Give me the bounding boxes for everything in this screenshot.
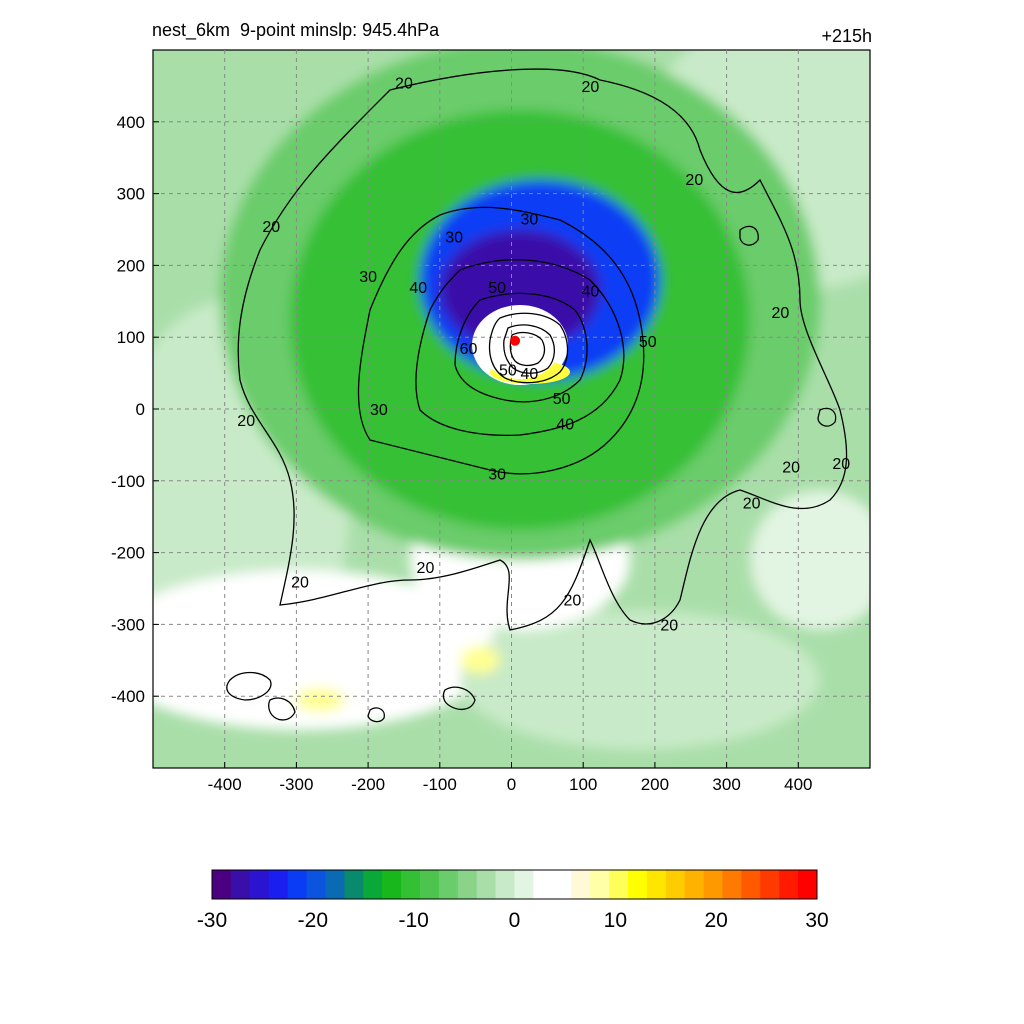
- contour-label: 30: [521, 212, 539, 229]
- x-tick-label: 300: [712, 775, 740, 794]
- contour-label: 20: [237, 413, 255, 430]
- colorbar-swatch: [533, 870, 553, 899]
- colorbar-tick-label: 10: [604, 909, 627, 932]
- colorbar-swatch: [665, 870, 686, 899]
- y-tick-label: 100: [117, 328, 145, 347]
- x-tick-label: -400: [208, 775, 242, 794]
- y-tick-label: -100: [111, 472, 145, 491]
- contour-label: 40: [581, 284, 599, 301]
- colorbar-swatch: [703, 870, 723, 899]
- colorbar-swatch: [419, 870, 440, 899]
- colorbar-swatch: [363, 870, 383, 899]
- colorbar-swatch: [457, 870, 478, 899]
- colorbar-swatch: [514, 870, 534, 899]
- contour-label: 50: [639, 334, 657, 351]
- colorbar-swatch: [552, 870, 572, 899]
- colorbar-tick-label: 20: [704, 909, 727, 932]
- colorbar-swatch: [476, 870, 497, 899]
- colorbar-swatch: [306, 870, 326, 899]
- contour-label: 20: [832, 456, 850, 473]
- storm-center-marker: [510, 335, 521, 346]
- colorbar-swatch: [230, 870, 251, 899]
- contour-label: 20: [660, 617, 678, 634]
- colorbar-tick-label: -20: [298, 909, 328, 932]
- plot-title: nest_6km 9-point minslp: 945.4hPa: [152, 20, 440, 40]
- x-tick-label: 0: [507, 775, 516, 794]
- colorbar-swatch: [627, 870, 648, 899]
- contour-lines: [226, 68, 848, 723]
- colorbar-swatch: [325, 870, 345, 899]
- y-tick-label: -300: [111, 615, 145, 634]
- colorbar-swatch: [382, 870, 402, 899]
- x-tick-label: -300: [279, 775, 313, 794]
- y-tick-label: 300: [117, 185, 145, 204]
- wind-field-shading: [153, 50, 870, 768]
- colorbar-swatch: [741, 870, 761, 899]
- contour-label: 30: [359, 269, 377, 286]
- contour-label: 40: [409, 280, 427, 297]
- colorbar-swatch: [722, 870, 742, 899]
- x-tick-label: -100: [423, 775, 457, 794]
- colorbar-swatch: [268, 870, 289, 899]
- contour-label: 50: [553, 391, 571, 408]
- contour-label: 30: [370, 402, 388, 419]
- y-tick-label: -200: [111, 544, 145, 563]
- colorbar-swatch: [779, 870, 799, 899]
- contour-label: 50: [499, 363, 517, 380]
- colorbar-tick-label: -10: [398, 909, 428, 932]
- colorbar-tick-label: -30: [197, 909, 227, 932]
- contour-label: 20: [417, 560, 435, 577]
- contour-label: 20: [782, 459, 800, 476]
- colorbar-tick-label: 30: [805, 909, 828, 932]
- contour-label: 30: [488, 467, 506, 484]
- colorbar-swatch: [212, 870, 232, 899]
- y-tick-label: 400: [117, 113, 145, 132]
- colorbar-swatch: [760, 870, 780, 899]
- y-tick-label: 0: [136, 400, 145, 419]
- contour-label: 20: [395, 75, 413, 92]
- colorbar-swatch: [609, 870, 629, 899]
- colorbar-swatch: [249, 870, 270, 899]
- y-tick-label: 200: [117, 256, 145, 275]
- colorbar-swatch: [495, 870, 515, 899]
- colorbar-swatch: [287, 870, 308, 899]
- x-tick-label: 400: [784, 775, 812, 794]
- contour-label: 40: [521, 366, 539, 383]
- contour-label: 60: [460, 341, 478, 358]
- colorbar-swatch: [590, 870, 610, 899]
- contour-label: 20: [685, 172, 703, 189]
- contour-label: 20: [564, 592, 582, 609]
- contour-label: 20: [262, 219, 280, 236]
- x-tick-label: 100: [569, 775, 597, 794]
- contour-label: 30: [445, 230, 463, 247]
- colorbar-swatch: [571, 870, 591, 899]
- forecast-hour-label: +215h: [821, 26, 872, 46]
- contour-label: 40: [556, 416, 574, 433]
- x-tick-label: -200: [351, 775, 385, 794]
- colorbar-swatch: [646, 870, 667, 899]
- colorbar-swatch: [798, 870, 818, 899]
- y-axis-ticks: 400 300 200 100 0 -100 -200 -300 -400: [111, 113, 159, 706]
- contour-label: 20: [743, 495, 761, 512]
- contour-label: 20: [291, 574, 309, 591]
- x-tick-label: 200: [641, 775, 669, 794]
- y-tick-label: -400: [111, 687, 145, 706]
- contour-labels: 20 20 20 20 20 20 20 20 20 20 20 20 20 30 30 30 30 30 40 40…: [237, 75, 850, 634]
- colorbar-swatch: [344, 870, 364, 899]
- colorbar-swatch: [401, 870, 421, 899]
- colorbar-tick-label: 0: [509, 909, 521, 932]
- contour-label: 50: [488, 280, 506, 297]
- contour-label: 20: [581, 79, 599, 96]
- colorbar-ticks: -30 -20 -10 0 10 20 30: [197, 909, 829, 932]
- colorbar: [211, 869, 818, 900]
- contour-label: 20: [771, 305, 789, 322]
- colorbar-frame: [211, 869, 818, 900]
- x-axis-ticks: -400 -300 -200 -100 0 100 200 300 400: [208, 762, 812, 794]
- colorbar-swatch: [438, 870, 459, 899]
- colorbar-swatch: [684, 870, 705, 899]
